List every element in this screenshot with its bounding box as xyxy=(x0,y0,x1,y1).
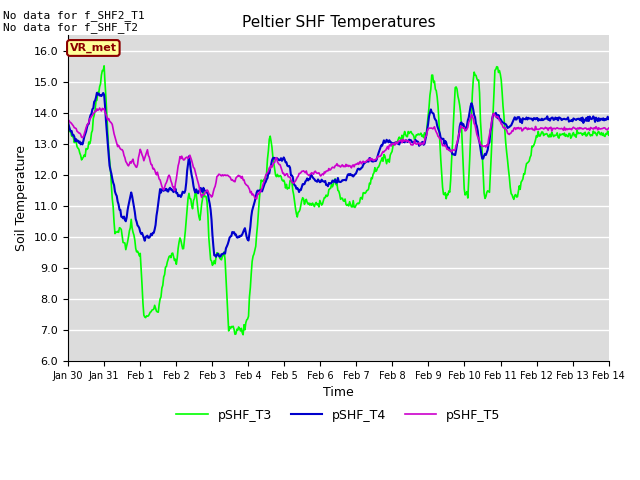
pSHF_T5 xyxy=(204,188,212,194)
pSHF_T4 xyxy=(385,139,392,145)
pSHF_T4 xyxy=(204,191,212,196)
Legend: pSHF_T3, pSHF_T4, pSHF_T5: pSHF_T3, pSHF_T4, pSHF_T5 xyxy=(172,404,506,427)
pSHF_T5 xyxy=(605,125,612,131)
pSHF_T3 xyxy=(427,86,435,92)
Title: Peltier SHF Temperatures: Peltier SHF Temperatures xyxy=(241,15,435,30)
pSHF_T3 xyxy=(239,332,247,337)
pSHF_T4 xyxy=(427,107,435,112)
pSHF_T5 xyxy=(385,146,392,152)
Line: pSHF_T4: pSHF_T4 xyxy=(68,93,609,257)
pSHF_T4 xyxy=(473,123,481,129)
pSHF_T4 xyxy=(212,254,220,260)
Y-axis label: Soil Temperature: Soil Temperature xyxy=(15,145,28,251)
Text: VR_met: VR_met xyxy=(70,43,117,53)
pSHF_T5 xyxy=(427,125,435,131)
pSHF_T5 xyxy=(473,132,481,137)
pSHF_T4 xyxy=(310,176,318,182)
X-axis label: Time: Time xyxy=(323,386,354,399)
pSHF_T3 xyxy=(100,63,108,69)
pSHF_T3 xyxy=(161,272,168,277)
pSHF_T4 xyxy=(605,116,612,122)
pSHF_T4 xyxy=(64,120,72,125)
pSHF_T5 xyxy=(253,196,260,202)
Line: pSHF_T5: pSHF_T5 xyxy=(68,108,609,199)
pSHF_T4 xyxy=(161,186,168,192)
pSHF_T3 xyxy=(310,204,318,209)
pSHF_T3 xyxy=(64,122,72,128)
pSHF_T3 xyxy=(385,156,392,162)
pSHF_T3 xyxy=(473,76,481,82)
Line: pSHF_T3: pSHF_T3 xyxy=(68,66,609,335)
pSHF_T4 xyxy=(93,90,100,96)
pSHF_T3 xyxy=(605,132,612,138)
Text: No data for f_SHF2_T1
No data for f_SHF_T2: No data for f_SHF2_T1 No data for f_SHF_… xyxy=(3,10,145,33)
pSHF_T3 xyxy=(204,213,212,219)
pSHF_T5 xyxy=(161,184,168,190)
pSHF_T5 xyxy=(96,105,104,111)
pSHF_T5 xyxy=(64,117,72,123)
pSHF_T5 xyxy=(310,169,318,175)
